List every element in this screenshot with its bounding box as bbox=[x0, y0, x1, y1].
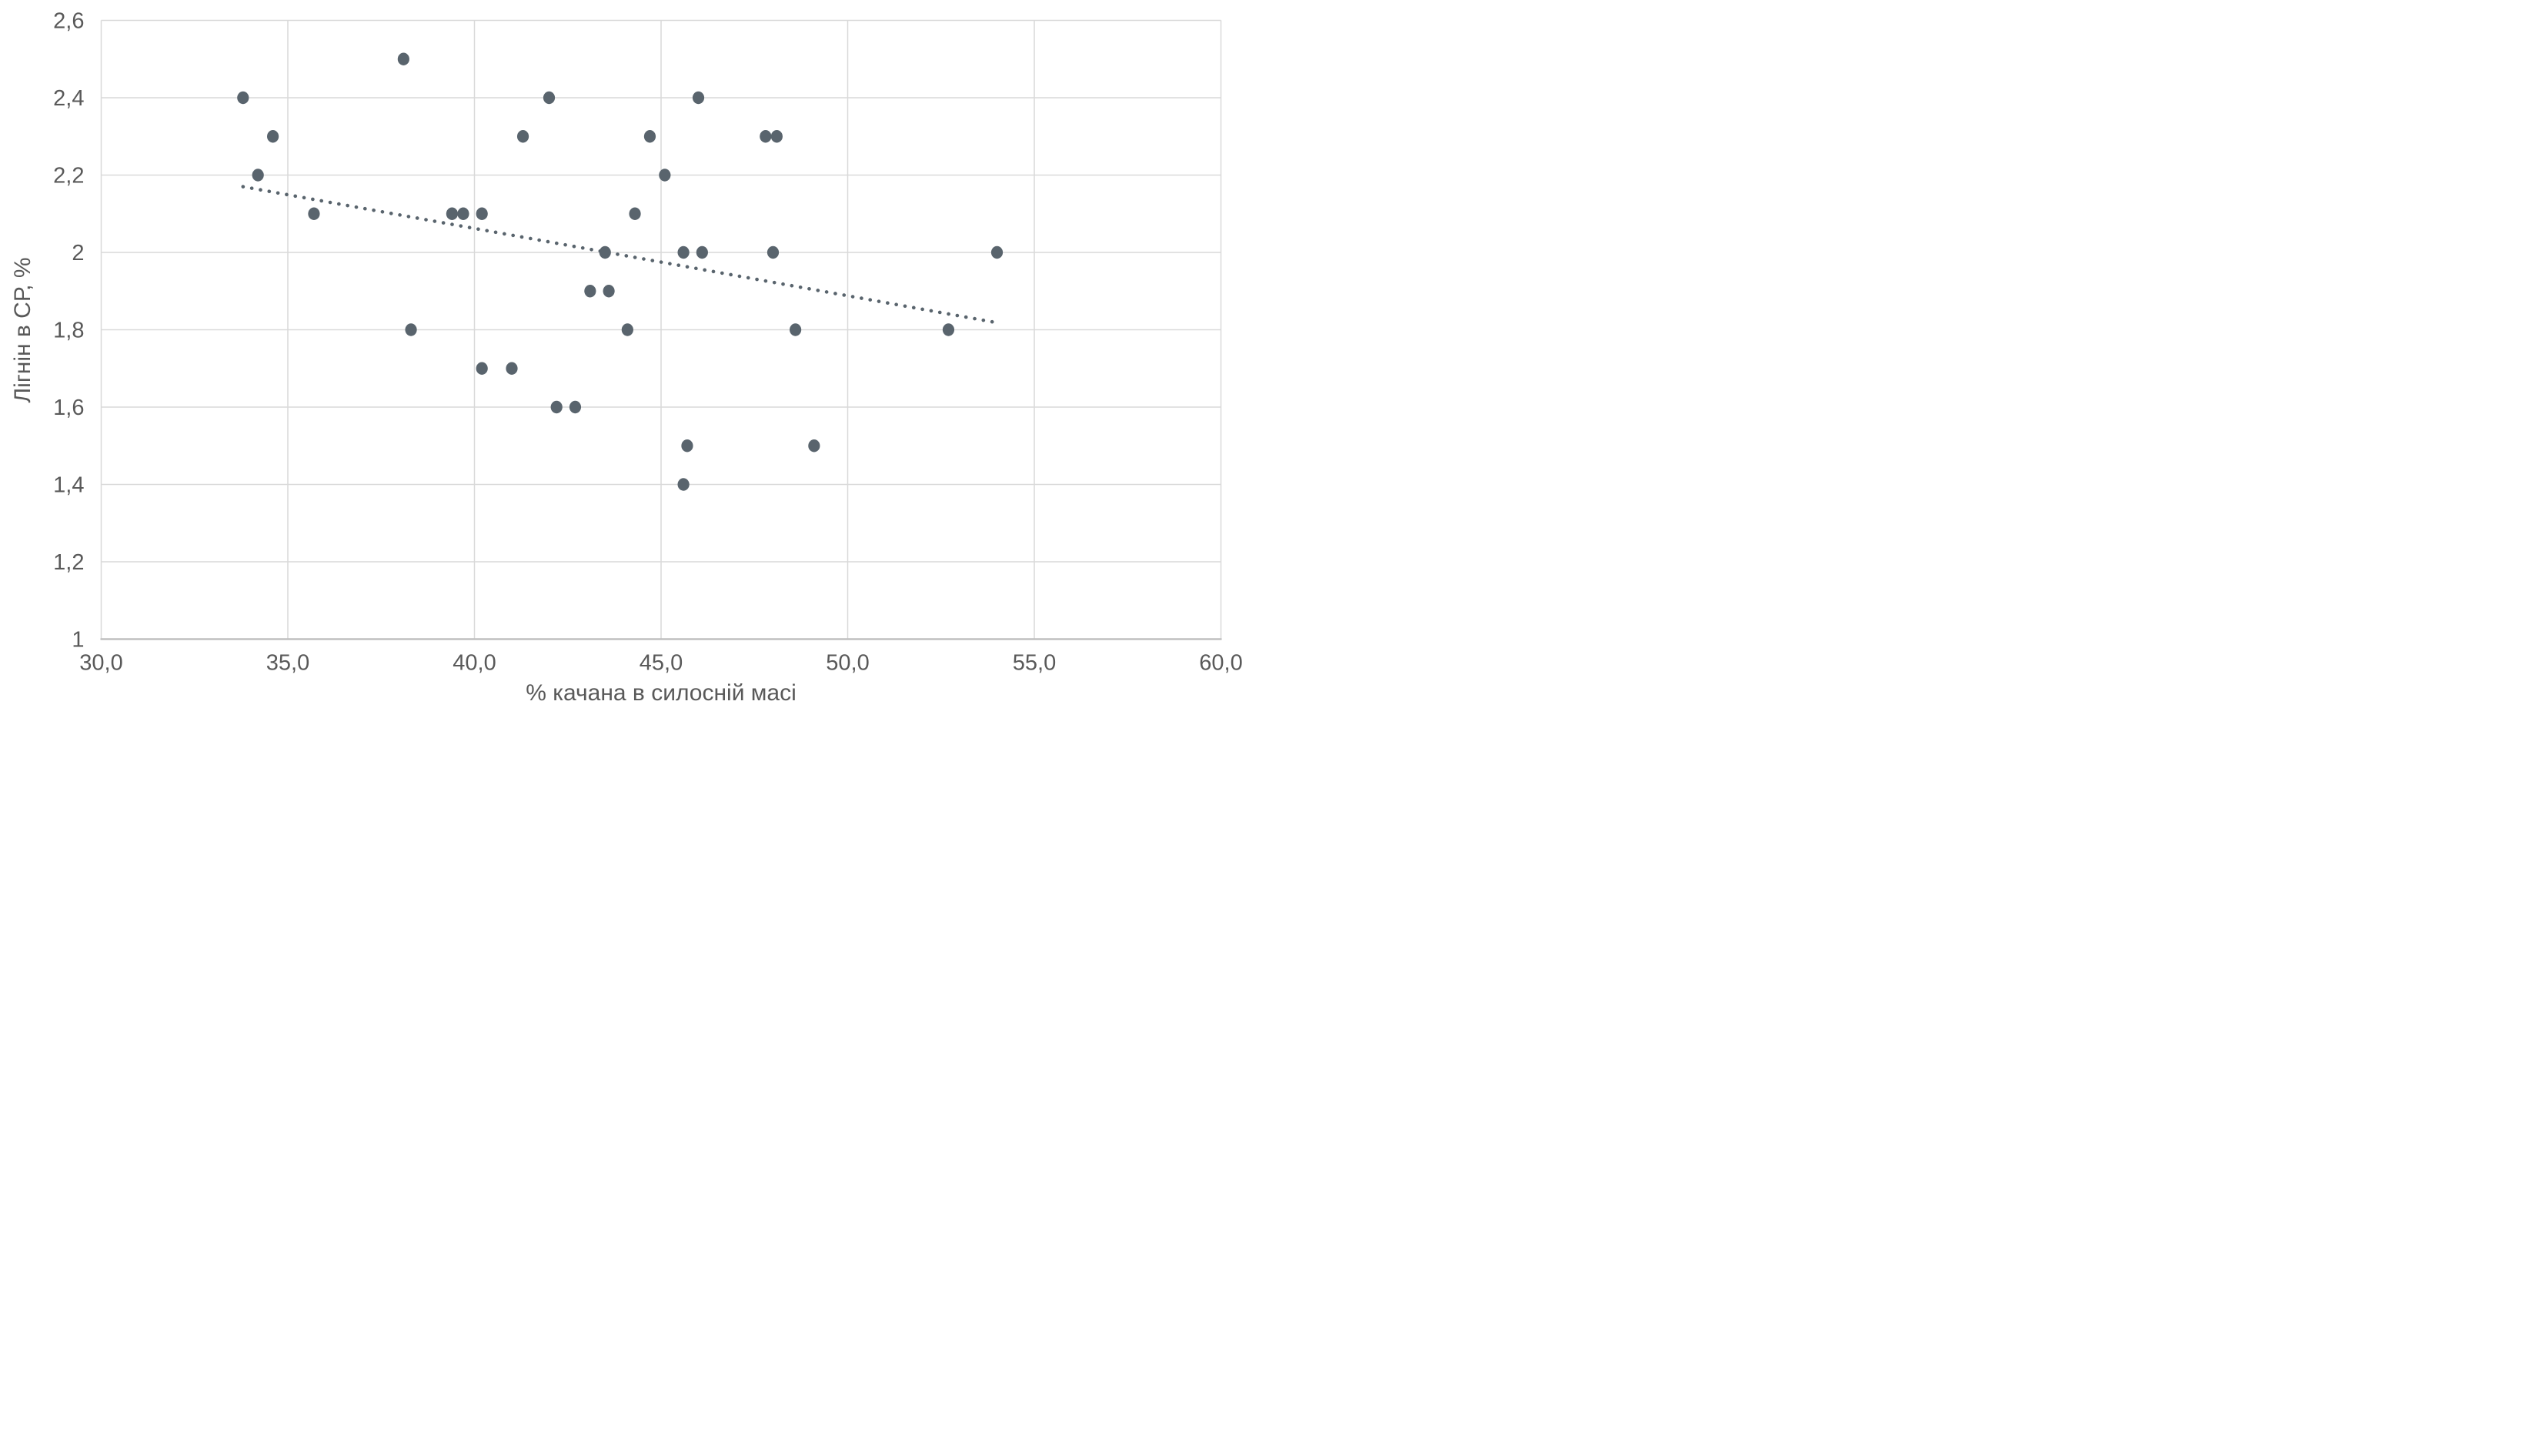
x-tick-label: 55,0 bbox=[1013, 651, 1056, 676]
data-point bbox=[543, 91, 556, 105]
data-point bbox=[550, 400, 563, 414]
data-point bbox=[629, 207, 641, 220]
data-point bbox=[767, 245, 780, 259]
data-point bbox=[457, 207, 469, 220]
y-axis-title: Лігнін в СР, % bbox=[10, 257, 35, 403]
data-point bbox=[397, 52, 409, 65]
data-point bbox=[696, 245, 708, 259]
scatter-chart: 30,0 35,0 40,0 45,0 50,0 55,0 60,0 1 1,2 1,4 1,6 1,… bbox=[0, 0, 1262, 728]
data-point bbox=[599, 245, 611, 259]
data-point bbox=[252, 169, 264, 182]
data-point bbox=[308, 207, 320, 220]
data-point bbox=[692, 91, 705, 105]
data-point bbox=[659, 169, 671, 182]
y-tick-label: 2 bbox=[72, 241, 84, 265]
data-point bbox=[677, 245, 690, 259]
data-point bbox=[584, 285, 596, 298]
data-point bbox=[990, 245, 1004, 259]
x-tick-label: 50,0 bbox=[826, 651, 869, 676]
y-tick-label: 1 bbox=[72, 628, 84, 653]
x-tick-label: 40,0 bbox=[453, 651, 496, 676]
x-tick-label: 60,0 bbox=[1199, 651, 1242, 676]
data-point bbox=[770, 130, 783, 143]
data-point bbox=[790, 323, 802, 336]
y-tick-label: 1,2 bbox=[53, 550, 84, 575]
plot-area: 30,0 35,0 40,0 45,0 50,0 55,0 60,0 1 1,2 1,4 1,6 1,… bbox=[53, 9, 1243, 676]
data-point bbox=[677, 478, 690, 491]
data-point bbox=[405, 323, 417, 336]
data-point bbox=[476, 207, 488, 220]
x-tick-label: 30,0 bbox=[79, 651, 122, 676]
y-tick-label: 2,4 bbox=[53, 86, 84, 111]
data-point bbox=[621, 323, 633, 336]
data-point bbox=[506, 362, 518, 375]
data-point bbox=[643, 130, 656, 143]
data-point bbox=[681, 439, 693, 452]
data-point bbox=[808, 439, 820, 452]
trend-line bbox=[241, 185, 995, 324]
y-tick-label: 1,8 bbox=[53, 319, 84, 343]
data-point bbox=[516, 130, 529, 143]
y-tick-label: 1,4 bbox=[53, 473, 84, 498]
data-point bbox=[603, 285, 615, 298]
y-tick-label: 2,6 bbox=[53, 9, 84, 34]
data-point bbox=[760, 130, 772, 143]
data-point bbox=[942, 323, 955, 336]
data-point bbox=[476, 362, 488, 375]
x-axis-title: % качана в силосній масі bbox=[526, 680, 797, 706]
data-point bbox=[446, 207, 459, 220]
y-tick-label: 2,2 bbox=[53, 164, 84, 189]
data-point bbox=[569, 400, 582, 414]
y-tick-label: 1,6 bbox=[53, 396, 84, 420]
data-point bbox=[267, 130, 279, 143]
data-point bbox=[237, 91, 249, 105]
x-tick-label: 45,0 bbox=[640, 651, 683, 676]
x-tick-label: 35,0 bbox=[266, 651, 309, 676]
